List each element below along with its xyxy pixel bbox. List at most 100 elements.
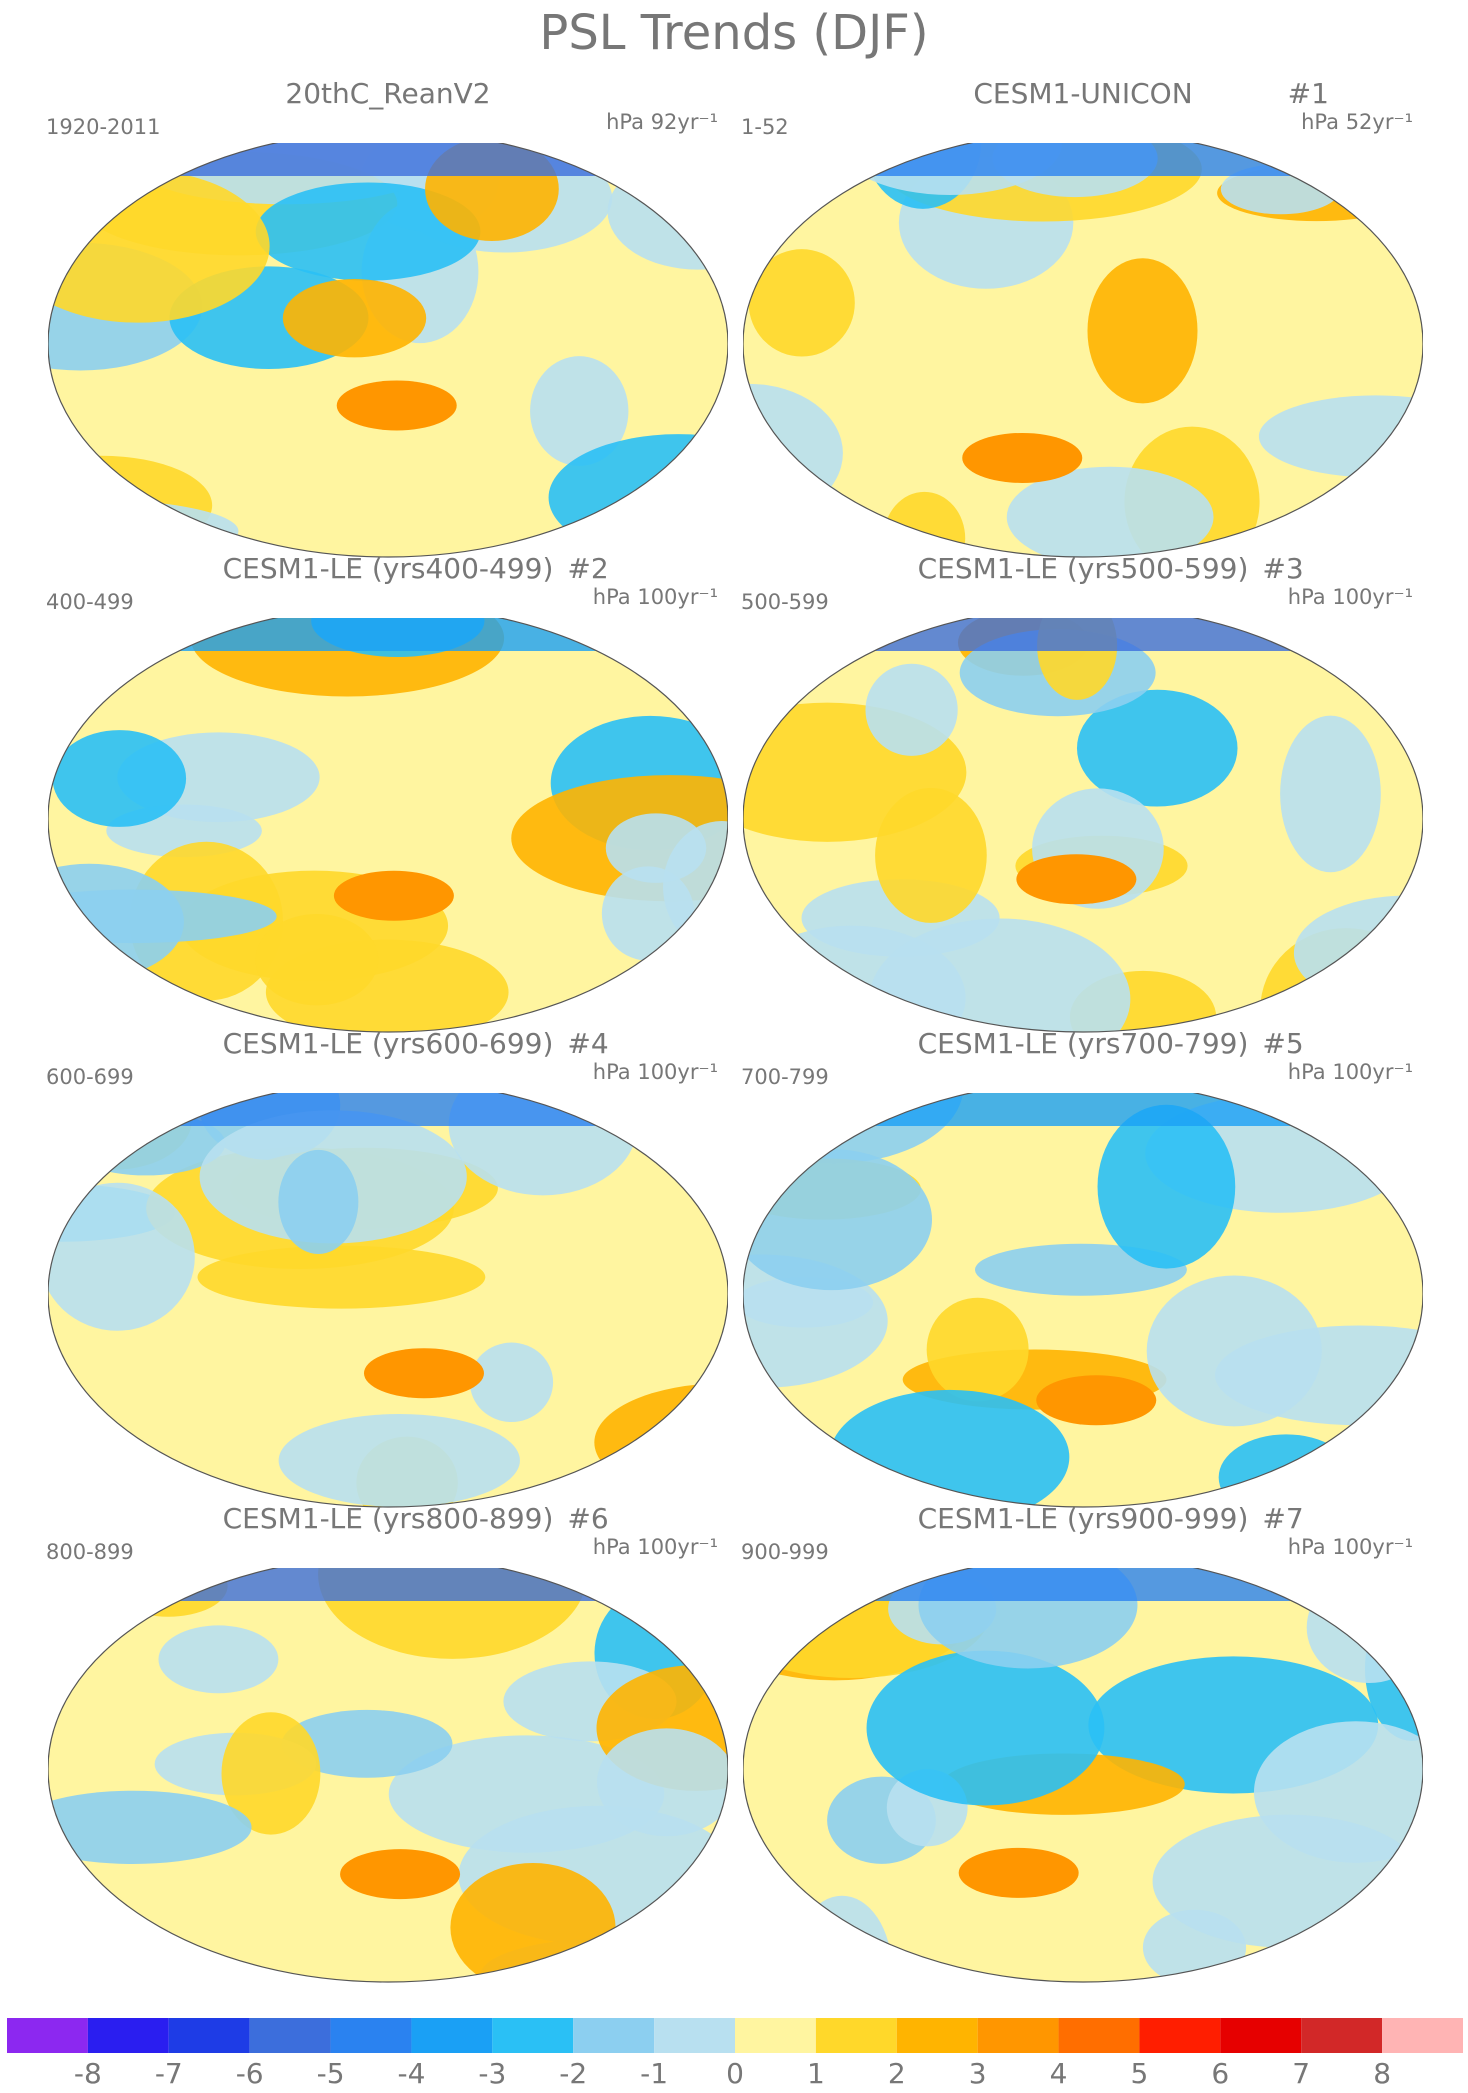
colorbar-box (815, 2018, 897, 2053)
panel-title: CESM1-LE (yrs500-599) (918, 552, 1249, 585)
anomaly-region (1152, 1814, 1423, 1948)
colorbar-box (1301, 2018, 1383, 2053)
colorbar-label: -4 (397, 2057, 425, 2089)
panel-title: 20thC_ReanV2 (285, 77, 490, 110)
anomaly-core (363, 1348, 484, 1399)
colorbar-label: -8 (74, 2057, 102, 2089)
colorbar-box (573, 2018, 655, 2053)
anomaly-region (282, 278, 427, 358)
anomaly-region (869, 918, 1131, 1032)
panel-title: CESM1-LE (yrs400-499) (223, 552, 554, 585)
map-outline (48, 143, 728, 558)
anomaly-region (108, 1568, 228, 1617)
panel-title: CESM1-LE (yrs700-799) (918, 1027, 1249, 1060)
anomaly-region (748, 249, 855, 357)
period-label: 700-799 (741, 1065, 829, 1089)
anomaly-core (1016, 854, 1137, 905)
map-panel (743, 1568, 1423, 1983)
polar-band (743, 1568, 1423, 1601)
colorbar-box (1058, 2018, 1140, 2053)
colorbar-label: 8 (1373, 2057, 1391, 2089)
units-label: hPa 100yr⁻¹ (593, 1060, 718, 1084)
colorbar-box (654, 2018, 735, 2053)
map-outline (743, 1093, 1423, 1508)
colorbar-label: 6 (1211, 2057, 1229, 2089)
colorbar-label: 3 (969, 2057, 987, 2089)
panel-tag: #6 (567, 1502, 608, 1535)
polar-band (48, 618, 728, 651)
anomaly-region (530, 356, 629, 466)
anomaly-region (255, 182, 481, 281)
colorbar-box (1220, 2018, 1302, 2053)
map-field (743, 1568, 1423, 1982)
units-label: hPa 100yr⁻¹ (593, 585, 718, 609)
units-label: hPa 100yr⁻¹ (1288, 1060, 1413, 1084)
anomaly-region (605, 813, 707, 883)
colorbar-label: -7 (155, 2057, 183, 2089)
period-label: 1920-2011 (46, 115, 160, 139)
anomaly-region (48, 889, 277, 944)
polar-band (48, 1568, 728, 1601)
anomaly-region (607, 153, 728, 270)
map-panel (743, 618, 1423, 1033)
polar-band (743, 143, 1423, 176)
anomaly-core (333, 870, 454, 921)
anomaly-region (48, 455, 213, 556)
panel-tag: #4 (567, 1027, 608, 1060)
anomaly-region (635, 1916, 716, 1982)
anomaly-region (597, 1728, 728, 1837)
anomaly-region (1280, 715, 1381, 873)
map-panel (48, 1568, 728, 1983)
map-field (743, 143, 1423, 557)
map-panel (48, 1093, 728, 1508)
map-field (743, 618, 1423, 1032)
map-panel (48, 618, 728, 1033)
anomaly-region (48, 169, 270, 323)
panel-tag: #2 (567, 552, 608, 585)
anomaly-region (918, 1568, 1138, 1669)
map-outline (48, 618, 728, 1033)
anomaly-region (865, 663, 958, 756)
colorbar-label: 2 (888, 2057, 906, 2089)
figure-title: PSL Trends (DJF) (539, 5, 928, 61)
anomaly-region (255, 914, 379, 1006)
colorbar-box (492, 2018, 574, 2053)
map-field (48, 143, 728, 557)
period-label: 1-52 (741, 115, 789, 139)
period-label: 900-999 (741, 1540, 829, 1564)
colorbar-box (168, 2018, 250, 2053)
anomaly-region (48, 1790, 252, 1864)
panel-title: CESM1-LE (yrs800-899) (223, 1502, 554, 1535)
anomaly-core (962, 432, 1083, 483)
anomaly-region (52, 730, 187, 827)
panel-title: CESM1-LE (yrs900-999) (918, 1502, 1249, 1535)
colorbar-label: 5 (1131, 2057, 1149, 2089)
panel-title: CESM1-LE (yrs600-699) (223, 1027, 554, 1060)
colorbar-label: -6 (236, 2057, 264, 2089)
polar-band (48, 1093, 728, 1126)
colorbar-label: 4 (1050, 2057, 1068, 2089)
colorbar-box (7, 2018, 88, 2053)
map-field (48, 1093, 728, 1507)
anomaly-region (1146, 1275, 1322, 1427)
panel-tag: #7 (1262, 1502, 1303, 1535)
units-label: hPa 92yr⁻¹ (606, 110, 718, 134)
map-field (48, 618, 728, 1032)
anomaly-region (1097, 1104, 1236, 1269)
colorbar-box (249, 2018, 331, 2053)
units-label: hPa 100yr⁻¹ (593, 1535, 718, 1559)
map-outline (743, 618, 1423, 1033)
period-label: 600-699 (46, 1065, 134, 1089)
anomaly-region (48, 1182, 195, 1331)
anomaly-region (278, 1149, 359, 1254)
anomaly-region (1076, 689, 1238, 807)
anomaly-region (641, 1428, 728, 1479)
map-outline (48, 1093, 728, 1508)
anomaly-core (336, 380, 457, 431)
anomaly-region (281, 1709, 453, 1778)
anomaly-region (278, 1414, 520, 1507)
colorbar-label: 7 (1292, 2057, 1310, 2089)
colorbar-label: 0 (726, 2057, 744, 2089)
